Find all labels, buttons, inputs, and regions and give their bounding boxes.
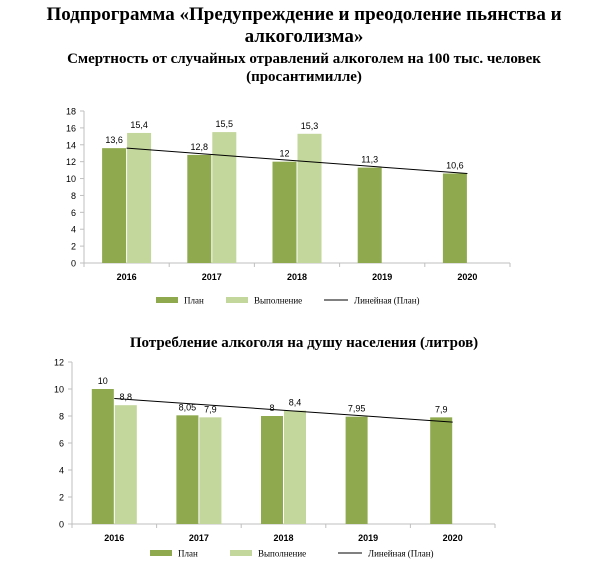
data-label-plan: 7,9	[435, 404, 448, 414]
x-tick-label: 2019	[372, 272, 392, 282]
data-label-plan: 12,8	[191, 142, 209, 152]
data-label-plan: 12	[279, 149, 289, 159]
bar-fact	[297, 133, 322, 263]
bar-plan	[357, 167, 382, 263]
data-label-plan: 8,05	[179, 402, 197, 412]
chart2-plot: 0 2 4 6 8 10 12 2016 10 8,8 2017 8,05 7,9 2018 8 8,4 201…	[54, 358, 496, 559]
legend-swatch-fact	[226, 297, 248, 303]
chart1-title-line1: Смертность от случайных отравлений алког…	[67, 51, 541, 67]
bar-plan	[102, 148, 127, 263]
y-tick-label: 10	[54, 385, 64, 395]
bar-fact	[127, 132, 152, 263]
y-tick-label: 18	[66, 107, 76, 117]
x-tick-label: 2016	[117, 272, 137, 282]
x-tick-label: 2020	[443, 533, 463, 543]
data-label-plan: 7,95	[348, 404, 366, 414]
y-tick-label: 12	[66, 157, 76, 167]
data-label-plan: 10,6	[446, 160, 464, 170]
bar-plan	[187, 154, 212, 263]
chart2-title: Потребление алкоголя на душу населения (…	[0, 334, 608, 352]
y-tick-label: 10	[66, 174, 76, 184]
bar-fact	[212, 132, 237, 263]
y-tick-label: 6	[71, 208, 76, 218]
legend-label-plan: План	[178, 549, 198, 559]
legend-label-fact: Выполнение	[254, 296, 302, 306]
x-tick-label: 2018	[287, 272, 307, 282]
data-label-fact: 8,8	[120, 392, 133, 402]
chart2-title-line1: Потребление алкоголя на душу населения (…	[129, 335, 479, 351]
bar-plan	[272, 161, 297, 263]
legend-swatch-plan	[156, 297, 178, 303]
y-tick-label: 0	[59, 520, 64, 530]
page-title: Подпрограмма «Предупреждение и преодолен…	[0, 4, 608, 48]
data-label-plan: 8	[269, 403, 274, 413]
legend-swatch-fact	[230, 550, 252, 556]
bar-plan	[176, 415, 199, 524]
data-label-fact: 15,4	[130, 120, 148, 130]
bar-plan	[345, 416, 368, 524]
data-label-fact: 7,9	[204, 404, 217, 414]
x-tick-label: 2020	[457, 272, 477, 282]
y-tick-label: 0	[71, 259, 76, 269]
y-tick-label: 2	[59, 493, 64, 503]
legend-label-trendline: Линейная (План)	[368, 549, 434, 559]
page-title-line1: Подпрограмма «Предупреждение и преодолен…	[46, 4, 562, 25]
bar-fact	[114, 405, 137, 524]
bar-fact	[284, 410, 306, 524]
data-label-fact: 15,5	[216, 119, 234, 129]
bar-plan	[261, 416, 283, 524]
bar-plan	[442, 173, 467, 263]
chart1-plot: 0 2 4 6 8 10 12 14 16 18 2016 13,6 15,4 2017 12,8 15,5 2…	[66, 107, 511, 306]
legend-label-fact: Выполнение	[258, 549, 306, 559]
y-tick-label: 6	[59, 439, 64, 449]
chart1-title: Смертность от случайных отравлений алког…	[0, 50, 608, 86]
bar-fact	[199, 417, 222, 524]
data-label-fact: 15,3	[301, 121, 319, 131]
x-tick-label: 2016	[104, 533, 124, 543]
y-tick-label: 8	[59, 412, 64, 422]
data-label-plan: 13,6	[105, 135, 123, 145]
legend-label-plan: План	[184, 296, 204, 306]
trendline	[114, 397, 453, 423]
legend-label-trendline: Линейная (План)	[354, 296, 420, 306]
chart1-title-line2: (просантимилле)	[246, 69, 362, 85]
y-tick-label: 4	[71, 225, 76, 235]
bar-plan	[430, 417, 453, 524]
x-tick-label: 2019	[358, 533, 378, 543]
y-tick-label: 16	[66, 123, 76, 133]
trendline	[126, 147, 468, 174]
data-label-plan: 11,3	[361, 155, 378, 165]
data-label-plan: 10	[98, 376, 108, 386]
y-tick-label: 8	[71, 191, 76, 201]
bar-plan	[91, 389, 114, 524]
x-tick-label: 2018	[273, 533, 293, 543]
page-title-line2: алкоголизма»	[244, 26, 364, 47]
x-tick-label: 2017	[202, 272, 222, 282]
x-tick-label: 2017	[189, 533, 209, 543]
y-tick-label: 2	[71, 242, 76, 252]
legend-swatch-plan	[150, 550, 172, 556]
y-tick-label: 14	[66, 140, 76, 150]
data-label-fact: 8,4	[289, 398, 302, 408]
y-tick-label: 4	[59, 466, 64, 476]
y-tick-label: 12	[54, 358, 64, 368]
